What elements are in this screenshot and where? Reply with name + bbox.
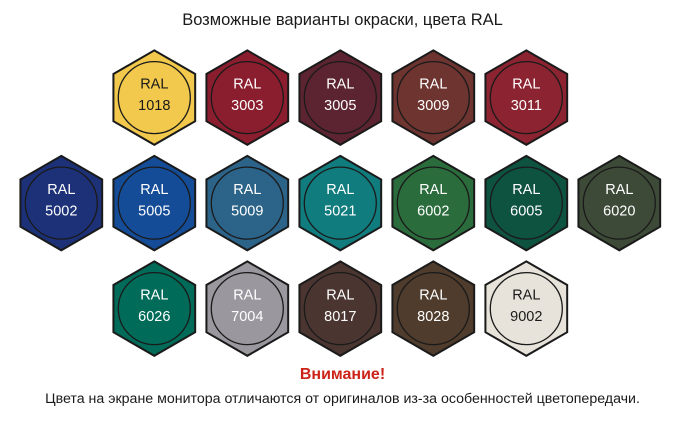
svg-text:RAL: RAL <box>605 182 633 198</box>
svg-text:RAL: RAL <box>512 182 540 198</box>
svg-text:6026: 6026 <box>138 309 170 325</box>
svg-text:8028: 8028 <box>417 309 449 325</box>
svg-text:3011: 3011 <box>511 98 542 114</box>
svg-text:RAL: RAL <box>47 182 75 198</box>
svg-text:RAL: RAL <box>419 76 447 92</box>
svg-text:RAL: RAL <box>140 76 168 92</box>
svg-text:RAL: RAL <box>326 76 354 92</box>
svg-text:6002: 6002 <box>417 203 449 219</box>
svg-text:RAL: RAL <box>512 76 540 92</box>
svg-text:6020: 6020 <box>603 203 635 219</box>
svg-text:RAL: RAL <box>233 76 261 92</box>
svg-text:RAL: RAL <box>326 182 354 198</box>
svg-text:5009: 5009 <box>231 203 263 219</box>
svg-text:8017: 8017 <box>324 309 356 325</box>
svg-text:5002: 5002 <box>45 203 77 219</box>
svg-text:7004: 7004 <box>231 309 263 325</box>
svg-text:RAL: RAL <box>419 287 447 303</box>
svg-text:RAL: RAL <box>233 287 261 303</box>
svg-text:1018: 1018 <box>138 98 170 114</box>
svg-text:6005: 6005 <box>510 203 542 219</box>
svg-text:5005: 5005 <box>138 203 170 219</box>
svg-text:RAL: RAL <box>419 182 447 198</box>
svg-text:3009: 3009 <box>417 98 449 114</box>
svg-text:9002: 9002 <box>510 309 542 325</box>
svg-text:5021: 5021 <box>324 203 356 219</box>
svg-text:RAL: RAL <box>512 287 540 303</box>
svg-text:3003: 3003 <box>231 98 263 114</box>
svg-text:RAL: RAL <box>326 287 354 303</box>
svg-text:RAL: RAL <box>140 287 168 303</box>
svg-text:RAL: RAL <box>140 182 168 198</box>
svg-text:RAL: RAL <box>233 182 261 198</box>
svg-text:3005: 3005 <box>324 98 356 114</box>
